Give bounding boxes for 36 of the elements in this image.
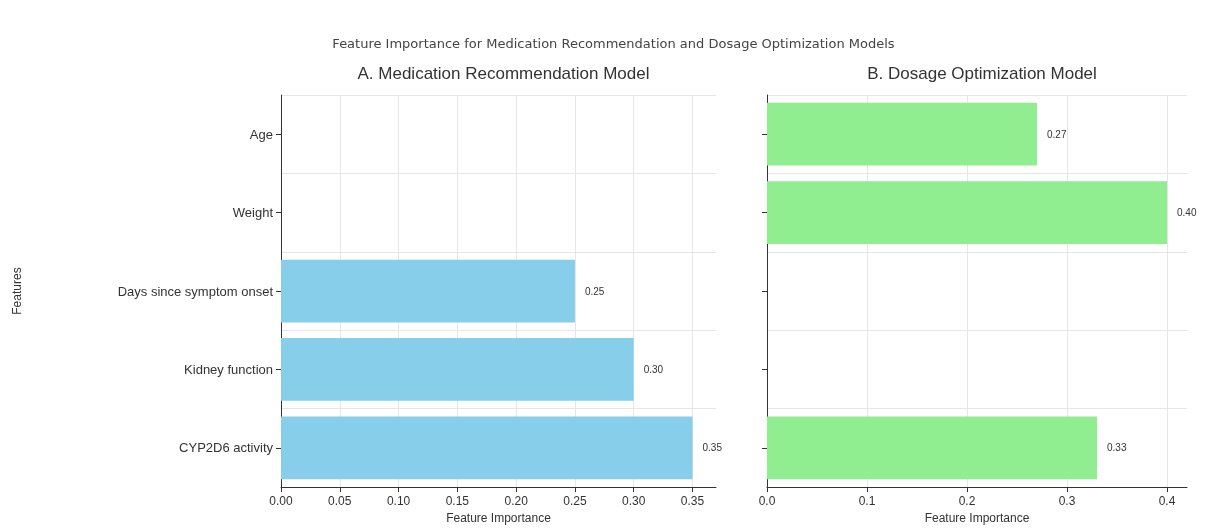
x-tick-label: 0.1 (858, 494, 876, 509)
y-tick-label: Kidney function (184, 361, 273, 377)
chart-title: B. Dosage Optimization Model (867, 64, 1097, 83)
bar (767, 416, 1097, 480)
bar (767, 102, 1037, 166)
y-tick-label: Age (249, 126, 273, 142)
bar (767, 181, 1167, 244)
x-tick-label: 0.05 (328, 494, 352, 509)
data-label: 0.30 (643, 363, 664, 375)
y-tick-label: Weight (232, 205, 274, 221)
x-tick-label: 0.30 (622, 494, 646, 509)
data-label: 0.33 (1107, 442, 1127, 454)
y-axis-title: Features (10, 267, 24, 315)
x-axis-title: Feature Importance (924, 511, 1030, 525)
data-label: 0.35 (702, 442, 723, 454)
data-label: 0.40 (1177, 207, 1197, 219)
chart-title: A. Medication Recommendation Model (357, 64, 650, 83)
x-tick-label: 0.35 (680, 494, 705, 509)
bar (281, 259, 575, 323)
bar (281, 338, 634, 401)
x-axis-title: Feature Importance (446, 511, 552, 525)
x-tick-label: 0.25 (563, 494, 587, 509)
data-label: 0.25 (584, 285, 605, 297)
x-tick-label: 0.15 (445, 494, 470, 509)
bar (281, 416, 693, 480)
x-tick-label: 0.0 (758, 494, 776, 509)
text: Feature Importance for Medication Recommendation and Dosage Optimization Models (331, 36, 896, 51)
x-tick-label: 0.20 (504, 494, 529, 509)
data-label: 0.27 (1047, 128, 1067, 140)
y-tick-label: Days since symptom onset (117, 283, 274, 299)
x-tick-label: 0.3 (1058, 494, 1076, 509)
x-tick-label: 0.4 (1158, 494, 1176, 509)
x-tick-label: 0.00 (269, 494, 293, 509)
y-tick-label: CYP2D6 activity (179, 440, 274, 456)
x-tick-label: 0.2 (958, 494, 976, 509)
x-tick-label: 0.10 (386, 494, 411, 509)
